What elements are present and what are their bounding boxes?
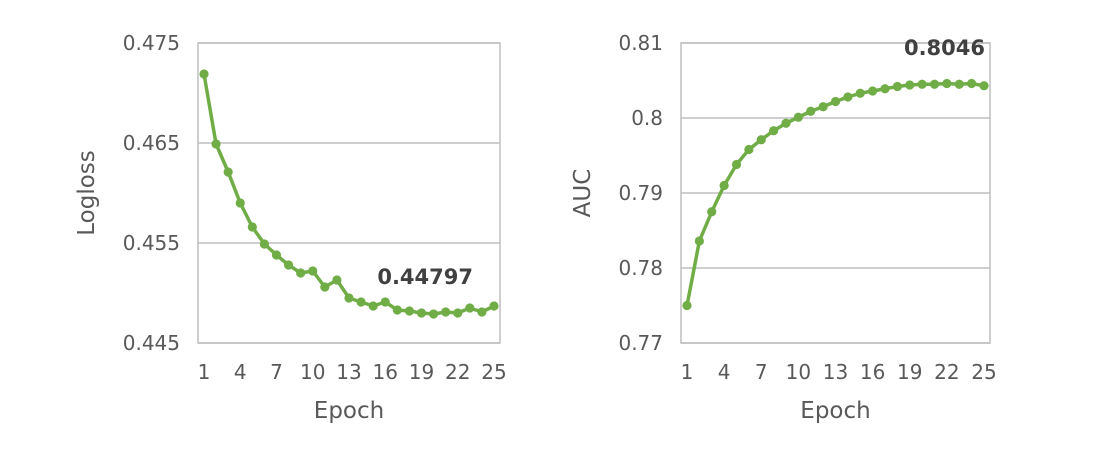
data-point — [793, 112, 803, 122]
data-point — [806, 106, 816, 116]
data-point — [211, 139, 221, 149]
x-tick-label: 10 — [300, 360, 325, 384]
data-point — [223, 167, 233, 177]
x-tick-label: 4 — [718, 360, 731, 384]
data-point — [756, 135, 766, 145]
data-point — [979, 81, 989, 91]
data-point — [308, 266, 318, 276]
y-tick-label: 0.455 — [123, 231, 180, 255]
data-point — [694, 236, 704, 246]
y-axis-title: Logloss — [74, 150, 100, 236]
y-tick-label: 0.79 — [618, 181, 663, 205]
data-point — [392, 305, 402, 315]
data-point — [441, 307, 451, 317]
data-point — [489, 301, 499, 311]
data-point — [344, 293, 354, 303]
y-tick-label: 0.8 — [631, 106, 663, 130]
data-point — [942, 78, 952, 89]
x-axis-title: Epoch — [800, 398, 870, 424]
data-point — [259, 239, 270, 249]
x-tick-label: 1 — [681, 360, 694, 384]
x-tick-label: 7 — [755, 360, 768, 384]
data-point — [332, 275, 342, 285]
data-point — [682, 300, 692, 311]
best-value-annotation: 0.8046 — [904, 36, 985, 60]
data-point — [404, 306, 415, 316]
data-point — [283, 260, 294, 270]
y-tick-label: 0.77 — [618, 331, 663, 355]
data-point — [707, 207, 717, 217]
data-point — [731, 159, 742, 170]
data-point — [477, 307, 487, 317]
data-point — [428, 309, 439, 319]
data-point — [843, 92, 853, 102]
data-point — [296, 268, 306, 278]
data-point — [356, 297, 366, 307]
y-tick-label: 0.81 — [618, 31, 663, 55]
x-tick-label: 16 — [373, 360, 398, 384]
best-value-annotation: 0.44797 — [377, 265, 473, 289]
data-point — [830, 96, 841, 107]
data-point — [453, 308, 463, 318]
x-tick-label: 19 — [897, 360, 922, 384]
data-point — [967, 78, 977, 89]
x-tick-label: 16 — [860, 360, 885, 384]
data-point — [247, 222, 257, 232]
y-tick-label: 0.465 — [123, 131, 180, 155]
x-tick-label: 4 — [234, 360, 247, 384]
y-tick-label: 0.475 — [123, 31, 180, 55]
data-point — [380, 297, 390, 307]
data-point — [917, 79, 927, 89]
data-point — [954, 79, 964, 89]
x-tick-label: 25 — [481, 360, 506, 384]
data-point — [416, 308, 427, 318]
x-axis-title: Epoch — [314, 398, 384, 424]
x-tick-label: 13 — [823, 360, 848, 384]
x-tick-label: 13 — [336, 360, 361, 384]
data-point — [818, 102, 828, 112]
data-point — [892, 81, 902, 92]
series-line — [685, 81, 985, 306]
data-point — [368, 301, 378, 311]
x-tick-label: 1 — [198, 360, 211, 384]
data-point — [855, 88, 865, 98]
x-tick-label: 10 — [786, 360, 811, 384]
data-point — [880, 84, 890, 94]
plot-frame — [197, 42, 501, 344]
data-point — [868, 86, 878, 96]
y-tick-label: 0.78 — [618, 256, 663, 280]
y-tick-label: 0.445 — [123, 331, 180, 355]
data-point — [465, 303, 475, 313]
logloss-chart: 0.445 0.455 0.465 0.475 1 4 7 10 13 16 19 22 25 Epoch… — [74, 31, 507, 424]
x-tick-label: 7 — [270, 360, 283, 384]
y-axis-title: AUC — [570, 169, 596, 218]
x-tick-label: 22 — [445, 360, 470, 384]
x-tick-label: 25 — [971, 360, 996, 384]
data-point — [781, 118, 791, 128]
plot-frame — [680, 42, 991, 344]
data-point — [199, 69, 209, 79]
data-point — [905, 80, 915, 90]
data-point — [769, 126, 779, 136]
x-tick-label: 22 — [934, 360, 959, 384]
x-tick-label: 19 — [409, 360, 434, 384]
data-point — [929, 79, 940, 89]
data-point — [320, 282, 330, 292]
auc-chart: 0.77 0.78 0.79 0.8 0.81 1 4 7 10 13 16 19 22 25 Epoch A… — [570, 31, 997, 424]
data-point — [235, 198, 245, 208]
data-point — [719, 180, 729, 191]
data-point — [271, 250, 282, 260]
data-point — [744, 144, 754, 155]
